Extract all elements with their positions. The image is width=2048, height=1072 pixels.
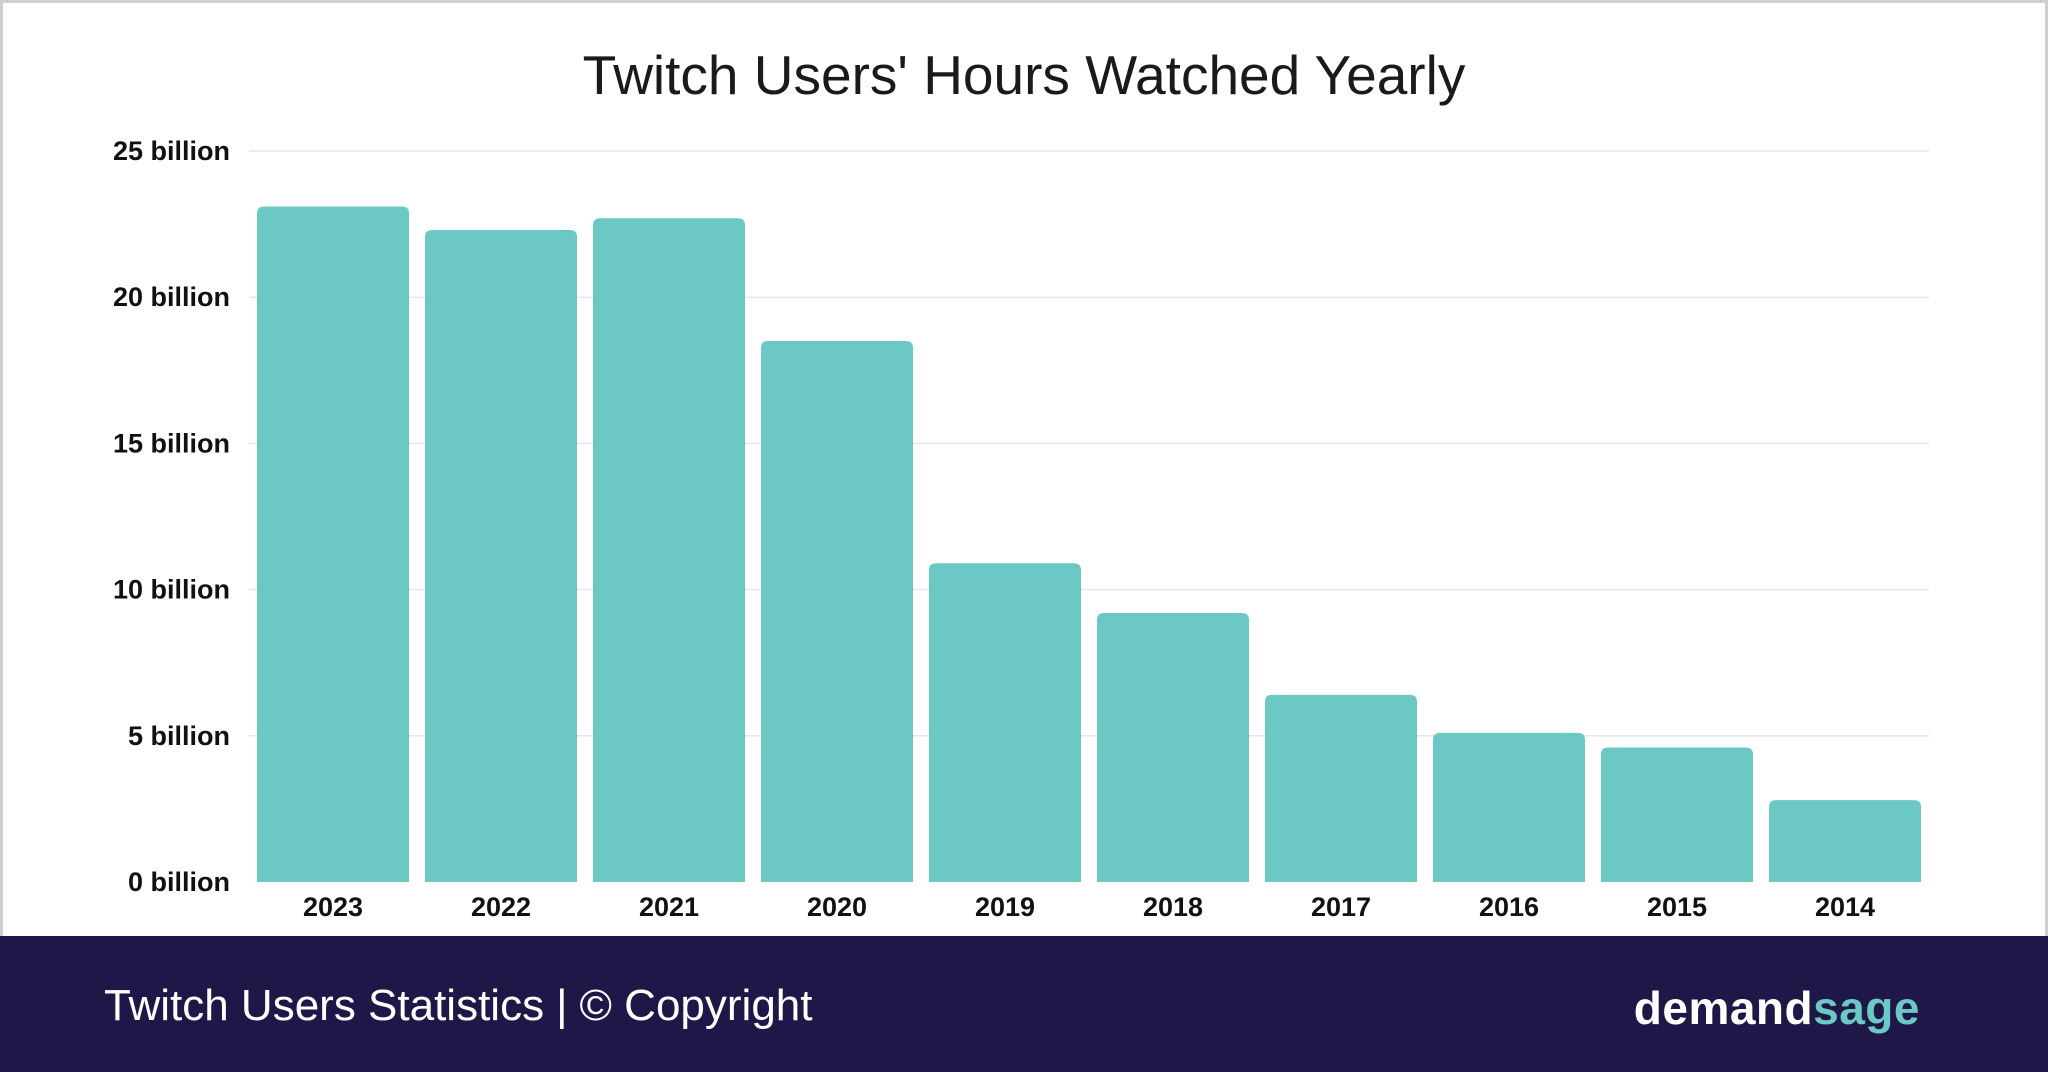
footer-bar: Twitch Users Statistics | © Copyright dema… xyxy=(0,936,2048,1072)
bar-2023 xyxy=(257,206,409,882)
bar-2020 xyxy=(761,341,913,882)
footer-copyright: © Copyright xyxy=(579,981,813,1030)
footer-caption: Twitch Users Statistics | © Copyright xyxy=(104,981,813,1031)
chart-title: Twitch Users' Hours Watched Yearly xyxy=(582,44,1466,106)
bar-2022 xyxy=(425,229,577,882)
bar-chart: 0 billion 5 billion 10 billion 15 billion 20… xyxy=(113,136,1929,922)
demandsage-logo: demandsage xyxy=(1634,981,1920,1035)
x-tick-label: 2020 xyxy=(807,892,867,922)
bar-2016 xyxy=(1433,732,1585,882)
y-tick-label: 10 billion xyxy=(113,575,230,605)
y-tick-label: 15 billion xyxy=(113,428,230,458)
logo-text-sage: sage xyxy=(1813,982,1920,1034)
footer-title: Twitch Users Statistics xyxy=(104,981,545,1030)
x-tick-label: 2017 xyxy=(1311,892,1371,922)
x-tick-label: 2021 xyxy=(639,892,699,922)
x-tick-label: 2018 xyxy=(1143,892,1203,922)
bar-2021 xyxy=(593,218,745,882)
y-tick-label: 0 billion xyxy=(128,867,230,897)
y-tick-label: 5 billion xyxy=(128,721,230,751)
bar-2018 xyxy=(1097,612,1249,882)
logo-text-demand: demand xyxy=(1633,982,1814,1034)
bar-2015 xyxy=(1601,747,1753,882)
y-tick-label: 25 billion xyxy=(113,136,230,166)
bar-2017 xyxy=(1265,694,1417,882)
bar-2014 xyxy=(1769,800,1921,882)
x-axis-ticks: 2023 2022 2021 2020 2019 2018 2017 2016 2015 2014 xyxy=(303,892,1875,922)
bar-2019 xyxy=(929,563,1081,882)
footer-separator: | xyxy=(556,981,568,1030)
x-tick-label: 2015 xyxy=(1647,892,1707,922)
x-tick-label: 2019 xyxy=(975,892,1035,922)
y-axis-ticks: 0 billion 5 billion 10 billion 15 billion 20… xyxy=(113,136,230,897)
x-tick-label: 2023 xyxy=(303,892,363,922)
x-tick-label: 2016 xyxy=(1479,892,1539,922)
bars xyxy=(257,206,1921,882)
x-tick-label: 2022 xyxy=(471,892,531,922)
y-tick-label: 20 billion xyxy=(113,282,230,312)
x-tick-label: 2014 xyxy=(1815,892,1875,922)
